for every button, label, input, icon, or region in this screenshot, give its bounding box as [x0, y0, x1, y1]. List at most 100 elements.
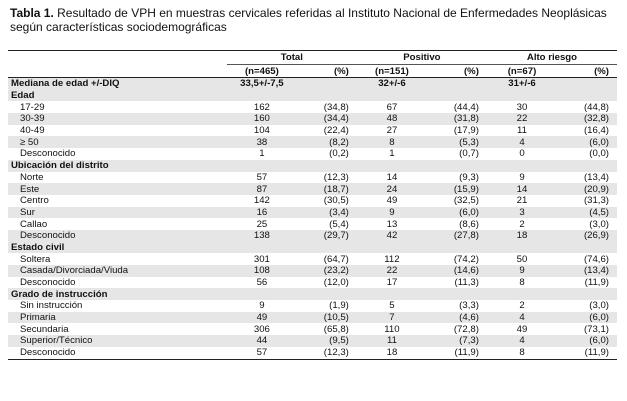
header-total-pct: (%) — [297, 64, 357, 78]
cell-positivo: 42 — [356, 229, 428, 242]
row-label: Desconocido — [20, 277, 76, 289]
table-row: Centro 142 (30,5) 49 (32,5) 21 (31,3) — [8, 195, 617, 207]
cell-total: 57 — [256, 171, 268, 183]
table-row: Desconocido 56 (12,0) 17 (11,3) 8 (11,9) — [8, 277, 617, 289]
cell-alto-riesgo: 0 — [519, 148, 525, 160]
cell-total: 1 — [259, 148, 265, 160]
cell-positivo-pct: (14,6) — [427, 265, 487, 277]
cell-alto-riesgo: 14 — [486, 183, 558, 195]
cell-total: 44 — [226, 335, 297, 347]
cell-positivo-pct: (0,7) — [459, 148, 479, 160]
cell-alto-riesgo-pct: (11,9) — [557, 346, 617, 360]
cell-alto-riesgo-pct: (4,5) — [557, 206, 617, 219]
cell-total-pct: (34,4) — [297, 113, 357, 125]
cell-total: 162 — [253, 101, 270, 113]
cell-total: 87 — [226, 183, 297, 195]
cell-total-pct: (23,2) — [297, 265, 357, 277]
cell-alto-riesgo: 9 — [486, 265, 558, 277]
cell-total: 16 — [226, 206, 297, 219]
cell-alto-riesgo-pct: (6,0) — [557, 311, 617, 324]
cell-total: 108 — [226, 265, 297, 277]
cell-alto-riesgo-pct: (20,9) — [557, 183, 617, 195]
cell-total-pct: (30,5) — [323, 195, 349, 207]
cell-positivo: 7 — [356, 311, 428, 324]
cell-total: 38 — [226, 136, 297, 149]
table-row: Casada/Divorciada/Viuda 108 (23,2) 22 (14,6)… — [8, 265, 617, 277]
row-label: Superior/Técnico — [8, 335, 227, 347]
cell-total: 301 — [253, 253, 270, 265]
cell-alto-riesgo-pct: (11,9) — [584, 277, 609, 289]
cell-total: 56 — [256, 277, 268, 289]
cell-positivo-pct: (8,6) — [459, 218, 479, 230]
group-header-row: Edad — [8, 89, 617, 102]
cell-total: 57 — [226, 346, 297, 360]
cell-total-pct: (18,7) — [297, 183, 357, 195]
table-title-text: Resultado de VPH en muestras cervicales … — [10, 6, 607, 34]
cell-positivo: 13 — [386, 218, 398, 230]
table-row: Desconocido 138 (29,7) 42 (27,8) 18 (26,9) — [8, 229, 617, 242]
cell-alto-riesgo-pct: (6,0) — [557, 136, 617, 149]
cell-total-pct: (12,0) — [323, 277, 349, 289]
cell-total: 160 — [226, 113, 297, 125]
cell-positivo-pct: (27,8) — [427, 229, 487, 242]
cell-alto-riesgo: 11 — [517, 125, 527, 137]
cell-positivo-pct: (74,2) — [453, 253, 479, 265]
median-label: Mediana de edad +/-DIQ — [8, 77, 227, 90]
cell-alto-riesgo-pct: (3,0) — [589, 300, 609, 312]
cell-positivo-pct: (15,9) — [427, 183, 487, 195]
cell-total-pct: (5,4) — [329, 218, 349, 230]
cell-total-pct: (3,4) — [297, 206, 357, 219]
cell-positivo: 14 — [386, 171, 398, 183]
cell-total-pct: (34,8) — [323, 101, 349, 113]
cell-total: 104 — [253, 125, 270, 137]
group-name: Edad — [8, 89, 617, 102]
table-row: ≥ 50 38 (8,2) 8 (5,3) 4 (6,0) — [8, 136, 617, 149]
cell-alto-riesgo-pct: (32,8) — [557, 113, 617, 125]
cell-alto-riesgo: 18 — [486, 229, 558, 242]
cell-alto-riesgo-pct: (44,8) — [583, 101, 609, 113]
group-name: Grado de instrucción — [8, 288, 617, 301]
cell-alto-riesgo: 2 — [519, 218, 525, 230]
cell-alto-riesgo: 8 — [486, 346, 558, 360]
cell-alto-riesgo: 4 — [486, 311, 558, 324]
cell-alto-riesgo-pct: (6,0) — [557, 335, 617, 347]
cell-total-pct: (10,5) — [297, 311, 357, 324]
cell-alto-riesgo: 2 — [519, 300, 525, 312]
cell-alto-riesgo-pct: (16,4) — [583, 125, 609, 137]
cell-total: 306 — [253, 323, 270, 335]
table-row: Secundaria 306 (65,8) 110 (72,8) 49 (73,1) — [8, 323, 617, 335]
cell-alto-riesgo: 3 — [486, 206, 558, 219]
cell-positivo: 17 — [386, 277, 398, 289]
group-name: Estado civil — [8, 241, 617, 254]
cell-positivo: 11 — [356, 335, 428, 347]
table-row: Norte 57 (12,3) 14 (9,3) 9 (13,4) — [8, 172, 617, 184]
cell-total-pct: (12,3) — [323, 171, 349, 183]
row-label: Secundaria — [20, 323, 69, 335]
header-row-groups: Total Positivo Alto riesgo — [8, 50, 617, 65]
cell-total-pct: (9,5) — [297, 335, 357, 347]
cell-positivo: 22 — [356, 265, 428, 277]
results-table: Total Positivo Alto riesgo (n=465) (%) (… — [8, 50, 617, 360]
cell-alto-riesgo: 9 — [519, 171, 525, 183]
cell-positivo: 49 — [386, 195, 398, 207]
table-title-label: Tabla 1. — [10, 6, 54, 20]
median-alto-riesgo: 31+/-6 — [486, 77, 558, 90]
cell-alto-riesgo: 49 — [516, 323, 528, 335]
group-header-row: Ubicación del distrito — [8, 159, 617, 172]
cell-positivo-pct: (5,3) — [427, 136, 487, 149]
header-positivo-n: (n=151) — [356, 64, 428, 78]
median-total: 33,5+/-7,5 — [226, 77, 297, 90]
cell-positivo: 1 — [389, 148, 395, 160]
table-row: 40-49 104 (22,4) 27 (17,9) 11 (16,4) — [8, 125, 617, 137]
table-row: Callao 25 (5,4) 13 (8,6) 2 (3,0) — [8, 218, 617, 230]
table-row: Soltera 301 (64,7) 112 (74,2) 50 (74,6) — [8, 253, 617, 265]
table-row: Primaria 49 (10,5) 7 (4,6) 4 (6,0) — [8, 311, 617, 324]
row-label: Primaria — [8, 311, 227, 324]
cell-total: 9 — [259, 300, 265, 312]
cell-positivo-pct: (3,3) — [459, 300, 479, 312]
cell-positivo: 18 — [356, 346, 428, 360]
cell-alto-riesgo: 22 — [486, 113, 558, 125]
row-label: Soltera — [20, 253, 51, 265]
cell-positivo: 24 — [356, 183, 428, 195]
header-alto-riesgo-n: (n=67) — [486, 64, 558, 78]
